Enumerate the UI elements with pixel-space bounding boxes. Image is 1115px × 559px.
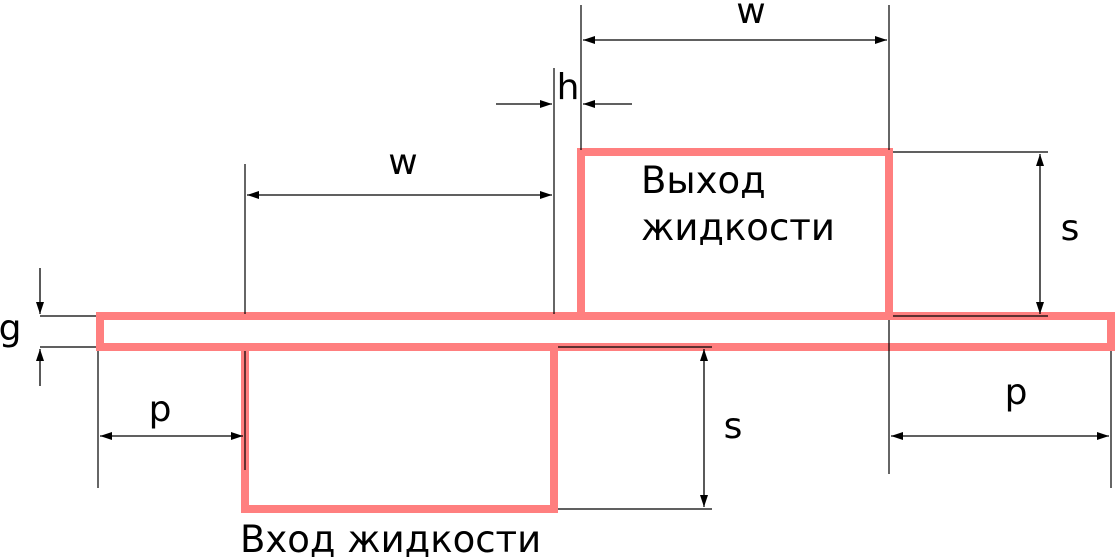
label-w-top: w <box>736 0 765 32</box>
extension-lines <box>40 5 1112 510</box>
label-s-right: s <box>1061 208 1080 249</box>
label-outlet-line1: Выход <box>641 159 766 202</box>
label-s-bottom: s <box>724 406 743 447</box>
dimension-labels: w w h s s g p p <box>0 0 1079 447</box>
label-h: h <box>557 67 580 108</box>
label-p-left: p <box>149 389 172 430</box>
label-outlet-line2: жидкости <box>641 206 835 249</box>
label-inlet: Вход жидкости <box>240 518 541 559</box>
dimension-arrows <box>36 36 1109 507</box>
outlet-channel <box>577 148 893 320</box>
region-labels: Выход жидкости Вход жидкости <box>240 159 835 559</box>
label-w-mid: w <box>388 142 417 183</box>
label-g: g <box>0 308 21 349</box>
channel-shapes <box>96 148 1115 513</box>
central-gap-channel <box>96 312 1115 351</box>
inlet-channel <box>241 343 558 513</box>
label-p-right: p <box>1005 372 1028 413</box>
